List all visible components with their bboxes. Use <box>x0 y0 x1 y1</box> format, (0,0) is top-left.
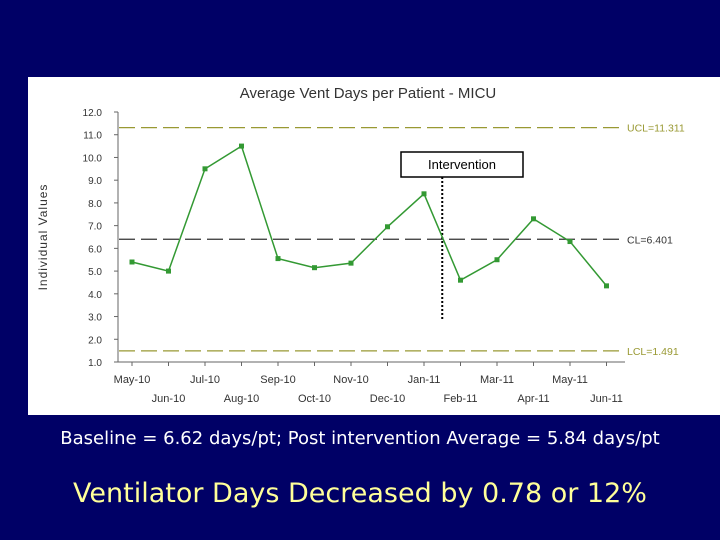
data-point <box>129 259 135 265</box>
y-tick-label: 8.0 <box>88 199 102 210</box>
x-tick-label: Feb-11 <box>443 393 477 405</box>
x-tick-label: Dec-10 <box>370 393 405 405</box>
data-point <box>312 265 317 271</box>
x-tick-label: Jun-10 <box>152 393 186 405</box>
chart-title: Average Vent Days per Patient - MICU <box>240 85 497 102</box>
chart-panel: Average Vent Days per Patient - MICU Indi… <box>28 77 720 415</box>
y-tick-label: 4.0 <box>88 290 102 301</box>
lcl-line-label: LCL=1.491 <box>627 346 679 358</box>
headline-caption: Ventilator Days Decreased by 0.78 or 12% <box>73 478 647 509</box>
y-tick-label: 3.0 <box>88 313 102 324</box>
data-point <box>531 216 536 222</box>
control-chart: Average Vent Days per Patient - MICU Indi… <box>36 85 685 405</box>
cl-line-label: CL=6.401 <box>627 234 673 246</box>
data-point <box>385 224 390 230</box>
y-tick-label: 12.0 <box>83 108 103 119</box>
data-point <box>166 268 171 274</box>
x-tick-label: May-11 <box>552 374 588 386</box>
data-point <box>275 256 281 262</box>
y-tick-label: 2.0 <box>88 335 102 346</box>
intervention-label: Intervention <box>428 157 496 172</box>
x-tick-label: Sep-10 <box>260 374 295 386</box>
x-tick-label: Oct-10 <box>298 393 331 405</box>
data-point <box>567 239 573 245</box>
data-point <box>239 143 244 149</box>
data-point <box>348 260 354 266</box>
y-tick-label: 1.0 <box>88 358 102 369</box>
x-tick-label: Jun-11 <box>590 393 623 405</box>
series-line <box>131 144 608 287</box>
summary-caption: Baseline = 6.62 days/pt; Post interventi… <box>60 428 660 449</box>
x-tick-label: Nov-10 <box>333 374 368 386</box>
y-tick-label: 5.0 <box>88 267 102 278</box>
data-point <box>494 257 500 263</box>
y-tick-label: 11.0 <box>83 131 102 142</box>
x-tick-label: May-10 <box>114 374 151 386</box>
x-tick-label: Aug-10 <box>224 393 259 405</box>
intervention-box <box>400 151 524 178</box>
y-tick-label: 10.0 <box>83 153 103 164</box>
data-point <box>421 191 427 197</box>
y-tick-label: 9.0 <box>88 176 102 187</box>
data-point <box>202 166 208 172</box>
y-tick-label: 7.0 <box>88 222 102 233</box>
x-tick-label: Apr-11 <box>517 393 549 405</box>
y-axis-label: Individual Values <box>36 184 50 291</box>
y-tick-label: 6.0 <box>88 244 102 255</box>
data-point <box>458 277 463 283</box>
ucl-line-label: UCL=11.311 <box>627 123 685 135</box>
x-tick-label: Jan-11 <box>408 374 441 386</box>
x-tick-label: Mar-11 <box>480 374 514 386</box>
data-point <box>604 283 609 289</box>
x-tick-label: Jul-10 <box>190 374 220 386</box>
